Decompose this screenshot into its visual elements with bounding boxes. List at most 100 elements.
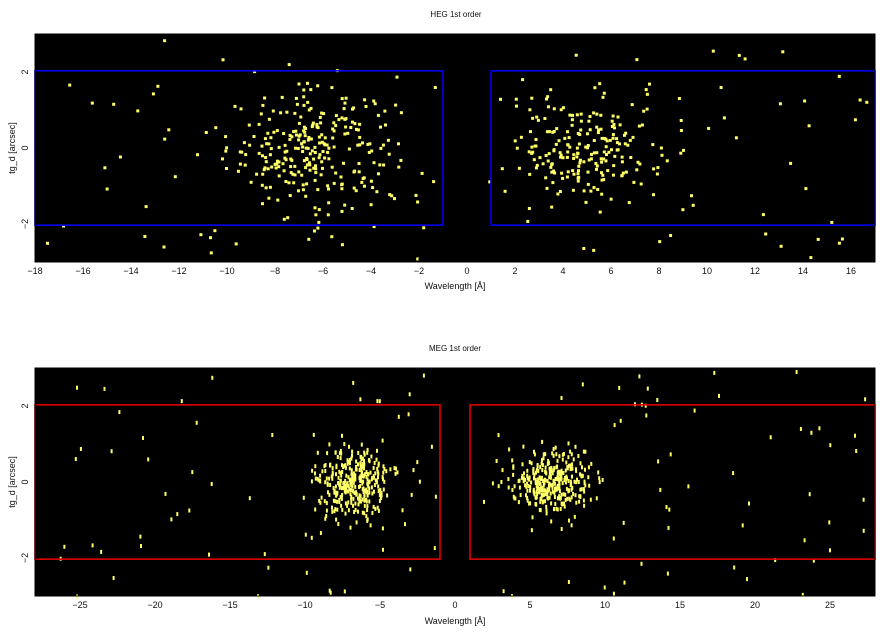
event-point bbox=[361, 456, 364, 461]
event-point bbox=[248, 496, 251, 501]
event-point bbox=[531, 116, 535, 120]
event-point bbox=[335, 463, 338, 468]
x-tick-label: −14 bbox=[123, 266, 138, 276]
event-point bbox=[383, 109, 387, 113]
event-point bbox=[252, 135, 256, 138]
event-point bbox=[667, 525, 670, 530]
event-point bbox=[188, 508, 191, 513]
event-point bbox=[789, 161, 793, 165]
event-point bbox=[541, 439, 544, 444]
event-point bbox=[604, 145, 608, 149]
event-point bbox=[372, 504, 375, 509]
event-point bbox=[682, 148, 685, 152]
event-point bbox=[586, 170, 590, 174]
event-point bbox=[535, 484, 538, 489]
event-point bbox=[564, 480, 567, 485]
event-point bbox=[568, 518, 570, 523]
event-point bbox=[319, 173, 323, 177]
event-point bbox=[551, 482, 554, 487]
event-point bbox=[136, 109, 140, 113]
event-point bbox=[532, 467, 535, 471]
event-point bbox=[323, 136, 327, 140]
event-point bbox=[105, 187, 109, 191]
event-point bbox=[346, 483, 349, 488]
event-point bbox=[363, 503, 366, 508]
event-point bbox=[630, 103, 634, 107]
event-point bbox=[273, 162, 277, 166]
event-point bbox=[352, 496, 355, 501]
event-point bbox=[243, 163, 247, 167]
event-point bbox=[579, 487, 582, 492]
event-point bbox=[636, 160, 640, 164]
event-point bbox=[289, 171, 293, 175]
event-point bbox=[338, 451, 341, 456]
event-point bbox=[651, 143, 655, 147]
event-point bbox=[570, 482, 573, 487]
event-point bbox=[564, 498, 567, 503]
event-point bbox=[359, 397, 362, 402]
event-point bbox=[734, 136, 738, 140]
event-point bbox=[528, 108, 532, 112]
event-point bbox=[659, 146, 663, 150]
event-point bbox=[340, 473, 343, 478]
event-point bbox=[394, 471, 397, 476]
event-point bbox=[601, 95, 605, 99]
event-point bbox=[530, 528, 533, 533]
event-point bbox=[326, 213, 330, 217]
event-point bbox=[263, 137, 267, 141]
event-point bbox=[345, 482, 348, 487]
event-point bbox=[572, 157, 576, 160]
event-point bbox=[300, 142, 304, 146]
event-point bbox=[275, 162, 279, 166]
heg-x-ticks: −18 −16 −14 −12 −10 −8 −6 −4 −2 0 2 4 6 8 10 12 14 16 bbox=[27, 258, 856, 276]
event-point bbox=[357, 170, 361, 174]
event-point bbox=[242, 141, 246, 145]
event-point bbox=[262, 168, 266, 172]
event-point bbox=[144, 205, 148, 209]
event-point bbox=[544, 465, 547, 470]
event-point bbox=[282, 169, 286, 173]
event-point bbox=[343, 481, 345, 485]
event-point bbox=[363, 452, 366, 457]
event-point bbox=[612, 536, 615, 541]
event-point bbox=[542, 452, 545, 457]
event-point bbox=[264, 186, 268, 190]
event-point bbox=[366, 481, 369, 486]
event-point bbox=[344, 501, 347, 506]
event-point bbox=[358, 143, 362, 147]
event-point bbox=[556, 483, 559, 488]
event-point bbox=[645, 107, 649, 111]
event-point bbox=[816, 237, 820, 241]
event-point bbox=[308, 168, 312, 172]
event-point bbox=[319, 531, 322, 535]
event-point bbox=[350, 472, 353, 477]
event-point bbox=[544, 492, 547, 496]
event-point bbox=[611, 136, 615, 140]
event-point bbox=[293, 173, 297, 177]
event-point bbox=[524, 483, 526, 488]
event-point bbox=[348, 458, 351, 462]
event-point bbox=[579, 472, 582, 477]
event-point bbox=[527, 484, 530, 488]
event-point bbox=[325, 476, 328, 481]
event-point bbox=[363, 462, 366, 467]
event-point bbox=[325, 143, 329, 147]
x-tick-label: 4 bbox=[560, 266, 565, 276]
event-point bbox=[370, 477, 373, 482]
event-point bbox=[381, 143, 385, 147]
event-point bbox=[596, 131, 600, 135]
event-point bbox=[548, 466, 551, 471]
event-point bbox=[337, 475, 340, 480]
event-point bbox=[535, 470, 537, 475]
event-point bbox=[570, 452, 573, 457]
event-point bbox=[512, 494, 515, 499]
event-point bbox=[618, 385, 621, 390]
event-point bbox=[543, 117, 547, 120]
event-point bbox=[579, 119, 583, 123]
event-point bbox=[407, 412, 410, 417]
event-point bbox=[350, 482, 353, 487]
heg-xlabel: Wavelength [Å] bbox=[425, 281, 486, 291]
event-point bbox=[338, 469, 341, 474]
event-point bbox=[551, 451, 554, 456]
event-point bbox=[118, 155, 122, 159]
